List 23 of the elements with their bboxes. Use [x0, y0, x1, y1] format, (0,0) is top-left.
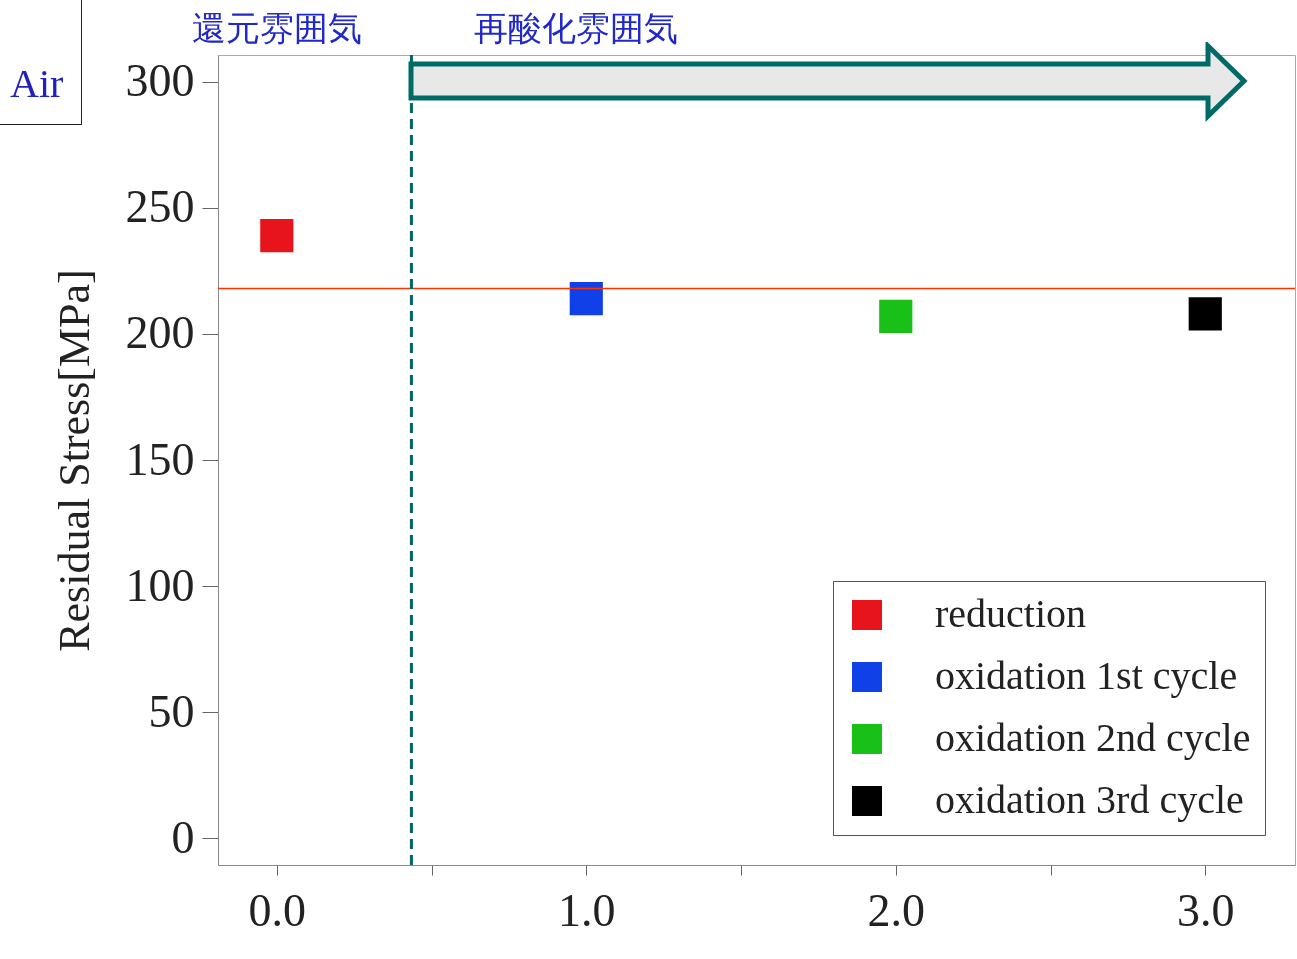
y-tick-label: 50 [148, 685, 195, 737]
x-tick-label: 2.0 [867, 884, 926, 936]
x-tick-label: 1.0 [558, 884, 616, 936]
y-tick-label: 150 [125, 433, 195, 485]
y-tick-label: 100 [125, 559, 195, 611]
legend-label: oxidation 2nd cycle [935, 715, 1251, 760]
x-tick-label: 3.0 [1177, 884, 1235, 936]
y-tick-label: 200 [125, 307, 195, 359]
point [1188, 297, 1222, 331]
y-tick-label: 300 [125, 55, 195, 107]
point [260, 219, 294, 253]
point [569, 282, 603, 316]
y-tick-label: 250 [125, 181, 195, 233]
y-tick-label: 0 [171, 811, 195, 863]
legend-label: oxidation 3rd cycle [935, 777, 1244, 822]
text: Air [0, 0, 83, 125]
point [879, 299, 913, 333]
text: 再酸化雰囲気 [474, 7, 678, 50]
x-tick-label: 0.0 [248, 884, 307, 936]
y-axis-title: Residual Stress[MPa] [49, 269, 99, 652]
text: 還元雰囲気 [192, 7, 362, 50]
legend-label: reduction [935, 591, 1087, 636]
legend-label: oxidation 1st cycle [935, 653, 1238, 698]
